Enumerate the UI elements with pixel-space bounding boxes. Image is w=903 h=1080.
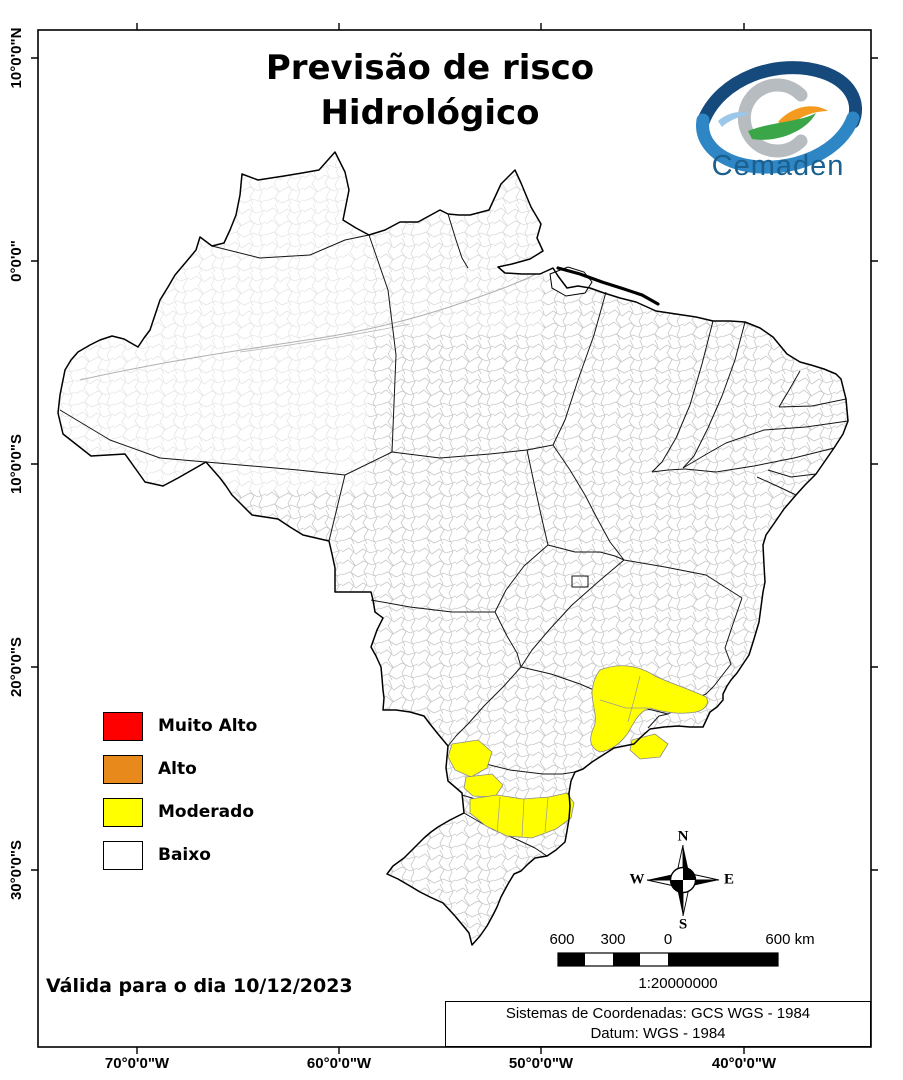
page-title: Previsão de risco Hidrológico <box>150 46 710 136</box>
legend-item-muito-alto: Muito Alto <box>103 711 333 741</box>
north-coast-thick-line <box>556 266 660 306</box>
alto-swatch <box>103 754 143 784</box>
compass-east-label: E <box>723 871 734 888</box>
moderado-swatch <box>103 797 143 827</box>
amazon-river-line <box>79 271 541 381</box>
scale-ratio-text: 1:20000000 <box>638 975 718 992</box>
lat-label-10n: 10°0'0"N <box>8 27 25 89</box>
cemaden-logo-text: Cemaden <box>711 150 845 182</box>
lat-label-10s: 10°0'0"S <box>8 433 25 495</box>
legend-label: Baixo <box>158 845 211 865</box>
scale-label-300: 300 <box>600 931 626 948</box>
legend-label: Muito Alto <box>158 716 258 736</box>
scale-bar <box>557 952 779 967</box>
lon-label-40w: 40°0'0"W <box>711 1055 777 1072</box>
moderado-region <box>447 739 493 778</box>
lat-label-20s: 20°0'0"S <box>8 636 25 698</box>
compass-west-label: W <box>629 871 645 888</box>
lon-label-70w: 70°0'0"W <box>104 1055 170 1072</box>
datum-line: Datum: WGS - 1984 <box>590 1025 726 1042</box>
cemaden-logo-icon <box>696 61 863 174</box>
title-line-1: Previsão de risco <box>265 48 595 88</box>
title-line-2: Hidrológico <box>320 93 540 133</box>
lon-label-50w: 50°0'0"W <box>508 1055 574 1072</box>
legend-label: Alto <box>158 759 197 779</box>
legend-item-alto: Alto <box>103 754 333 784</box>
coordinate-system-box: Sistemas de Coordenadas: GCS WGS - 1984 … <box>445 1001 871 1047</box>
moderado-regions <box>447 665 708 839</box>
legend-item-baixo: Baixo <box>103 840 333 870</box>
legend-label: Moderado <box>158 802 254 822</box>
validity-date-text: Válida para o dia 10/12/2023 <box>46 975 353 997</box>
scale-label-600km: 600 km <box>765 931 815 948</box>
moderado-internal-borders <box>496 675 648 838</box>
moderado-region <box>590 665 708 753</box>
moderado-region <box>469 792 575 839</box>
coordinate-system-line: Sistemas de Coordenadas: GCS WGS - 1984 <box>505 1005 811 1022</box>
scale-label-0: 0 <box>663 931 673 948</box>
lon-label-60w: 60°0'0"W <box>306 1055 372 1072</box>
compass-rose-icon <box>646 844 720 917</box>
lat-label-0: 0°0'0" <box>8 240 25 282</box>
map-frame <box>31 23 878 1054</box>
legend-item-moderado: Moderado <box>103 797 333 827</box>
risk-legend: Muito Alto Alto Moderado Baixo <box>103 711 333 883</box>
scale-label-600-left: 600 <box>549 931 575 948</box>
muito-alto-swatch <box>103 711 143 741</box>
lat-label-30s: 30°0'0"S <box>8 839 25 901</box>
moderado-region <box>629 733 669 760</box>
baixo-swatch <box>103 840 143 870</box>
compass-north-label: N <box>677 828 689 845</box>
compass-south-label: S <box>678 916 688 933</box>
